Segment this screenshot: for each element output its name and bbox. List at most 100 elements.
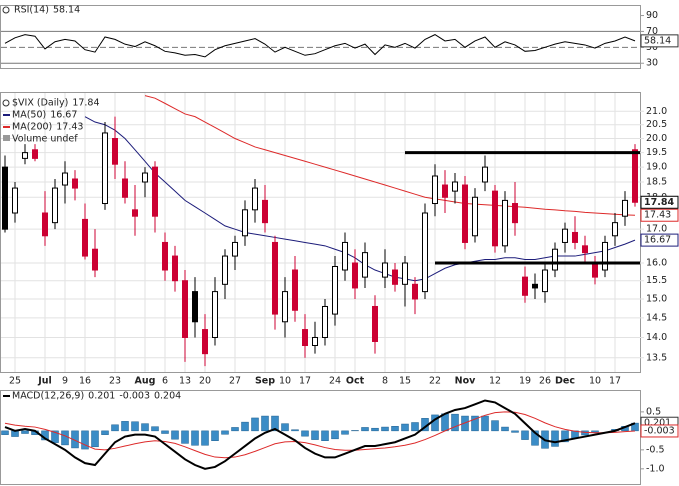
x-tick-label: 10 [279, 376, 291, 387]
value-box [640, 34, 679, 48]
candle-body [2, 166, 8, 230]
candle-body [152, 166, 158, 217]
candle-body [532, 283, 538, 289]
value-box-label: 17.84 [644, 197, 674, 208]
moving-average-line [144, 95, 636, 216]
legend-value: 16.67 [50, 110, 77, 121]
histogram-bar [191, 430, 199, 446]
histogram-bar [391, 426, 399, 432]
x-tick-label: Nov [455, 376, 476, 387]
candle-body [352, 262, 358, 289]
histogram-bar [51, 430, 59, 443]
histogram-bar [291, 429, 299, 432]
y-tick-label: 18.5 [646, 177, 667, 188]
candle-body [112, 138, 118, 165]
x-tick-label: Dec [555, 376, 575, 387]
candle-body [262, 199, 268, 224]
candle-body [162, 241, 168, 271]
histogram-bar [361, 427, 369, 432]
x-tick-label: 22 [429, 376, 441, 387]
histogram-bar [521, 430, 529, 440]
value-box-label: 16.67 [644, 235, 671, 246]
macd-line [4, 399, 636, 470]
y-tick-label: 14.5 [646, 312, 667, 323]
value-box [640, 208, 679, 222]
value-box-label: 0.201 [644, 418, 671, 429]
candle-body [72, 178, 78, 189]
y-tick-label: -1.0 [646, 463, 665, 474]
histogram-bar [461, 415, 469, 432]
value-box [640, 195, 679, 209]
y-tick-label: 20.0 [646, 133, 667, 144]
x-tick-label: 20 [199, 376, 211, 387]
candle-body [52, 187, 58, 224]
legend-icon [3, 135, 10, 141]
x-tick-label: 26 [539, 376, 551, 387]
candle-body [172, 255, 178, 282]
histogram-bar [531, 430, 539, 446]
legend-icon [2, 99, 10, 107]
moving-average-line [84, 116, 636, 282]
candle-body [32, 149, 38, 159]
histogram-bar [181, 430, 189, 444]
candle-body [232, 241, 238, 257]
candle-body [102, 132, 108, 205]
candle-body [302, 329, 308, 347]
candle-body [312, 336, 318, 347]
histogram-bar [281, 423, 289, 432]
candle-body [332, 265, 338, 315]
candle-body [452, 181, 458, 192]
x-tick-label: Aug [135, 376, 156, 387]
histogram-bar [451, 413, 459, 432]
legend-value: -0.003 [119, 391, 150, 402]
histogram-bar [501, 426, 509, 432]
candle-body [202, 329, 208, 355]
histogram-bar [91, 430, 99, 448]
candle-body [422, 212, 428, 293]
x-tick-label: 17 [299, 376, 311, 387]
x-tick-label: 13 [179, 376, 191, 387]
candle-body [582, 245, 588, 254]
legend-label: MACD(12,26,9) [12, 391, 84, 402]
y-tick-label: 90 [646, 10, 658, 21]
legend-label: MA(200) [12, 122, 52, 133]
candle-body [372, 305, 378, 342]
histogram-bar [321, 430, 329, 441]
histogram-bar [491, 420, 499, 432]
y-tick-label: 70 [646, 26, 658, 37]
histogram-bar [151, 426, 159, 432]
candle-body [342, 241, 348, 271]
candle-body [222, 255, 228, 285]
candle-body [12, 187, 18, 214]
x-tick-label: Sep [255, 376, 275, 387]
x-tick-label: 16 [79, 376, 91, 387]
histogram-bar [111, 424, 119, 432]
candle-body [122, 178, 128, 198]
histogram-bar [221, 430, 229, 435]
y-tick-label: 15.0 [646, 293, 667, 304]
histogram-bar [511, 430, 519, 433]
x-tick-label: 17 [609, 376, 621, 387]
macd-panel-frame [0, 390, 641, 485]
plot-layer: 9070503058.14RSI(14)58.1421.020.520.019.… [1, 5, 679, 474]
x-tick-label: 25 [9, 376, 21, 387]
candle-body [472, 196, 478, 237]
candle-body [632, 149, 638, 203]
candle-body [42, 212, 48, 237]
histogram-bar [411, 422, 419, 432]
y-tick-label: 0.5 [646, 406, 661, 417]
legend-value: 0.201 [88, 391, 115, 402]
histogram-bar [311, 430, 319, 440]
candle-body [602, 241, 608, 271]
candle-body [382, 262, 388, 278]
candle-body [412, 283, 418, 300]
x-tick-label: 19 [519, 376, 531, 387]
candle-body [572, 231, 578, 243]
value-box [640, 424, 679, 438]
histogram-bar [141, 423, 149, 432]
x-tick-label: 27 [229, 376, 241, 387]
histogram-bar [381, 426, 389, 432]
candle-body [522, 276, 528, 296]
